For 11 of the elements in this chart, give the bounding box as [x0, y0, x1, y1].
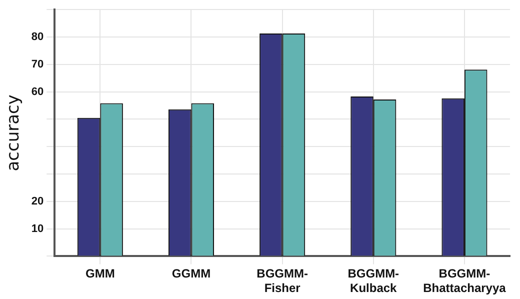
y-axis-title: accuracy: [4, 94, 24, 172]
x-tick-label: GGMM: [172, 266, 211, 281]
x-tick-label: BGGMM-Kulback: [348, 266, 400, 296]
y-tick-label: 70: [31, 58, 44, 70]
y-tick-label: 80: [31, 31, 44, 44]
y-tick-label: 10: [31, 222, 44, 235]
y-tick-label: 60: [31, 86, 44, 98]
x-tick-label: GMM: [86, 266, 115, 281]
x-tick-label: BGGMM-Fisher: [256, 266, 308, 296]
y-tick-label: 20: [31, 195, 44, 208]
x-tick-label: BGGMM-Bhattacharyya: [423, 266, 506, 296]
